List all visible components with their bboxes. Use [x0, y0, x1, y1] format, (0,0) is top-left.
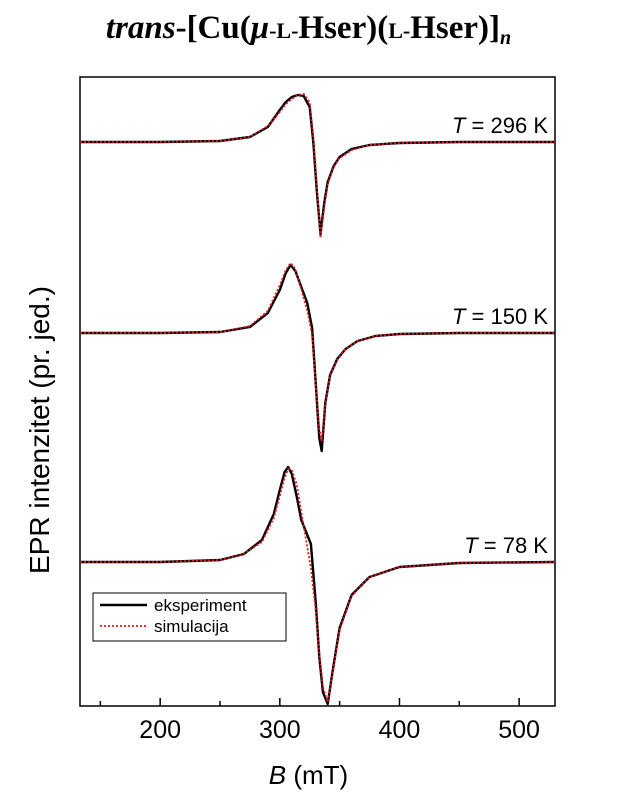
temperature-value: = 150 K	[465, 304, 548, 329]
series-simulacija-3	[80, 467, 556, 703]
x-tick-label-300: 300	[259, 716, 301, 744]
series-eksperiment-2	[80, 263, 555, 453]
temperature-label-3: T = 78 K	[464, 533, 548, 558]
series-simulacija-1	[80, 93, 555, 239]
temperature-value: = 78 K	[478, 533, 549, 558]
x-tick-label-400: 400	[379, 716, 421, 744]
chart-title: trans-[Cu(μ-L-Hser)(L-Hser)]n	[105, 10, 512, 49]
temperature-symbol: T	[464, 533, 479, 558]
temperature-value: = 296 K	[465, 113, 548, 138]
x-axis-label: B (mT)	[0, 760, 617, 791]
legend-label-eksperiment: eksperiment	[154, 596, 247, 615]
temperature-symbol: T	[452, 304, 467, 329]
plot-frame	[79, 76, 556, 707]
temperature-symbol: T	[452, 113, 467, 138]
x-tick-label-500: 500	[498, 716, 540, 744]
legend-box	[92, 592, 287, 642]
legend-label-simulacija: simulacija	[154, 617, 229, 636]
series-simulacija-2	[80, 261, 555, 442]
y-axis-label: EPR intenzitet (pr. jed.)	[24, 286, 55, 574]
x-tick-label-200: 200	[139, 716, 181, 744]
series-eksperiment-1	[80, 93, 555, 236]
x-axis-symbol: B	[268, 760, 287, 790]
temperature-label-2: T = 150 K	[452, 304, 548, 329]
series-eksperiment-3	[80, 465, 556, 706]
temperature-label-1: T = 296 K	[452, 113, 548, 138]
x-axis-unit: (mT)	[286, 760, 349, 790]
